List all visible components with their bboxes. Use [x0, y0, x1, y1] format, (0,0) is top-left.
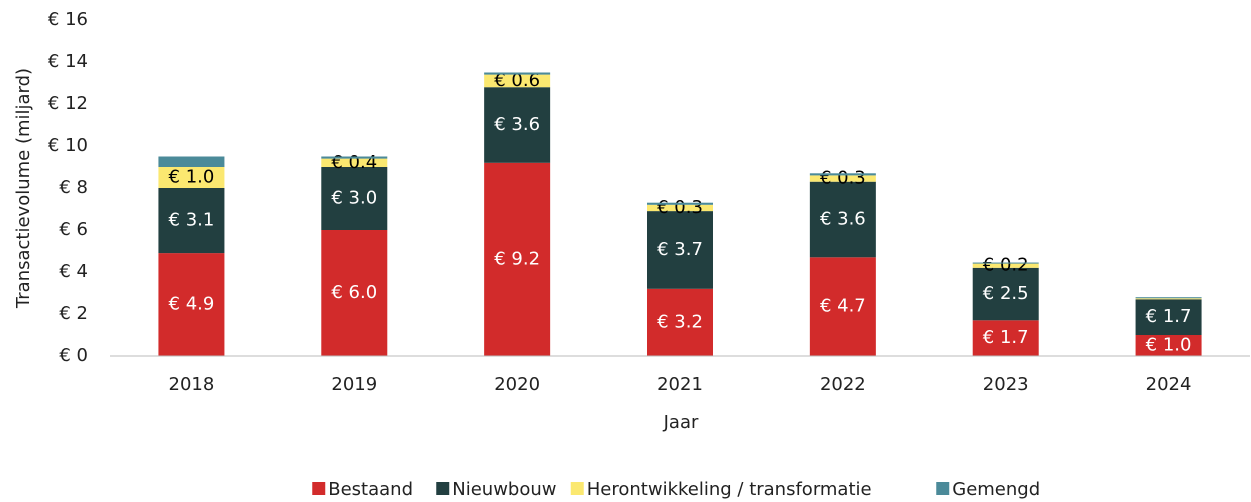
- y-tick-label: € 16: [48, 9, 88, 30]
- bar-segment: [647, 211, 713, 289]
- data-label: € 3.6: [820, 209, 866, 230]
- x-tick-label: 2021: [657, 374, 703, 395]
- bar-segment: [484, 72, 551, 75]
- x-tick-label: 2022: [820, 374, 866, 395]
- data-label: € 1.7: [983, 327, 1029, 348]
- data-label: € 4.7: [820, 296, 866, 317]
- bar-segment: [321, 167, 388, 230]
- bar-segment: [809, 181, 876, 258]
- legend-label: Herontwikkeling / transformatie: [587, 479, 872, 500]
- data-label: € 3.2: [657, 311, 703, 332]
- bar-segment: [484, 87, 551, 163]
- data-label: € 2.5: [983, 283, 1029, 304]
- bar-segment: [809, 175, 876, 182]
- bar-segment: [972, 267, 1039, 321]
- bar-segment: [321, 230, 388, 356]
- x-tick-label: 2020: [494, 374, 540, 395]
- x-tick-label: 2018: [169, 374, 215, 395]
- bar-segment: [972, 263, 1039, 268]
- data-label: € 3.0: [331, 188, 377, 209]
- data-label: € 0.6: [494, 70, 540, 91]
- legend-swatch: [570, 482, 584, 495]
- legend-label: Gemengd: [952, 479, 1040, 500]
- bar-segment: [158, 156, 225, 167]
- y-tick-label: € 8: [59, 177, 88, 198]
- bar-segment: [972, 320, 1039, 356]
- bar-segment: [158, 253, 225, 356]
- legend-label: Nieuwbouw: [452, 479, 556, 500]
- bar-segment: [321, 158, 388, 167]
- legend-swatch: [936, 482, 950, 495]
- data-label: € 3.6: [494, 114, 540, 135]
- legend-label: Bestaand: [328, 479, 413, 500]
- y-tick-label: € 4: [59, 261, 88, 282]
- bar-segment: [321, 156, 388, 159]
- bar-segment: [1135, 297, 1202, 299]
- y-tick-label: € 0: [59, 345, 88, 366]
- bar-segment: [647, 202, 713, 205]
- data-label: € 9.2: [494, 248, 540, 269]
- x-axis-title: Jaar: [663, 412, 699, 433]
- bar-segment: [484, 74, 551, 88]
- bar-segment: [158, 167, 225, 188]
- y-tick-label: € 6: [59, 219, 88, 240]
- bar-segment: [972, 262, 1039, 264]
- data-label: € 0.4: [331, 152, 377, 173]
- data-label: € 1.0: [169, 167, 215, 188]
- y-tick-label: € 14: [48, 51, 88, 72]
- bar-segment: [809, 257, 876, 356]
- y-tick-label: € 12: [48, 93, 88, 114]
- data-label: € 4.9: [169, 294, 215, 315]
- x-tick-label: 2023: [983, 374, 1029, 395]
- x-tick-label: 2019: [331, 374, 377, 395]
- x-tick-label: 2024: [1146, 374, 1192, 395]
- y-tick-label: € 2: [59, 303, 88, 324]
- y-axis-title: Transactievolume (miljard): [13, 68, 34, 309]
- data-label: € 3.1: [169, 210, 215, 231]
- data-label: € 0.3: [820, 168, 866, 189]
- bar-segment: [647, 288, 713, 356]
- bar-segment: [809, 173, 876, 176]
- data-label: € 1.7: [1146, 306, 1192, 327]
- data-label: € 1.0: [1146, 335, 1192, 356]
- y-tick-label: € 10: [48, 135, 88, 156]
- bar-segment: [1135, 298, 1202, 300]
- bar-segment: [1135, 299, 1202, 335]
- data-label: € 6.0: [331, 282, 377, 303]
- data-label: € 0.3: [657, 197, 703, 218]
- data-label: € 3.7: [657, 239, 703, 260]
- legend-swatch: [312, 482, 326, 495]
- bar-segment: [158, 188, 225, 254]
- bar-segment: [1135, 335, 1202, 356]
- bar-segment: [484, 162, 551, 356]
- legend-swatch: [436, 482, 450, 495]
- bar-segment: [647, 204, 713, 212]
- data-label: € 0.2: [983, 255, 1029, 276]
